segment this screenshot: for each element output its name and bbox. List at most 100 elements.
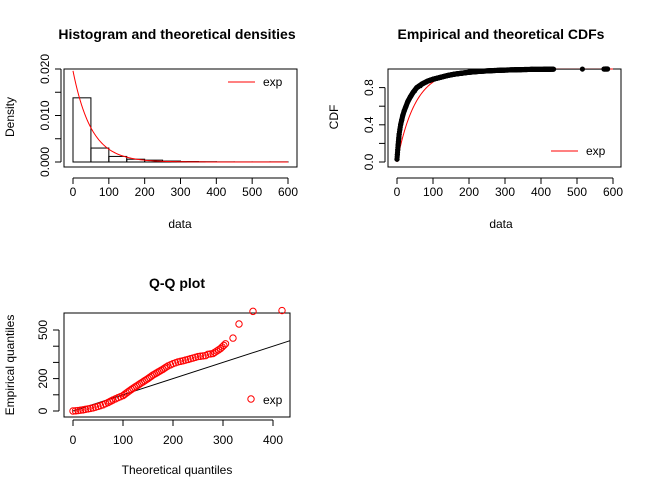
qq-point xyxy=(196,352,205,360)
x-tick-label: 500 xyxy=(242,185,262,199)
y-axis-label: CDF xyxy=(327,105,341,130)
y-tick-label: 0.8 xyxy=(362,79,376,96)
y-tick-label: 0 xyxy=(36,407,50,414)
qq-point xyxy=(76,406,85,414)
ecdf-point xyxy=(400,112,406,119)
legend-label: exp xyxy=(263,75,283,89)
qq-point xyxy=(278,306,286,315)
qq-point xyxy=(209,349,217,358)
ecdf-point xyxy=(410,89,416,95)
y-tick-label: 0.0 xyxy=(362,153,376,170)
ecdf-point xyxy=(444,72,450,79)
ecdf-point xyxy=(488,68,494,74)
ecdf-point xyxy=(452,71,458,77)
ecdf-point xyxy=(430,76,436,82)
ecdf-point xyxy=(520,66,526,73)
ecdf-point xyxy=(437,74,443,80)
x-tick-label: 300 xyxy=(170,185,190,199)
legend-label: exp xyxy=(263,393,283,407)
qq-point xyxy=(204,350,212,358)
histogram-bars xyxy=(72,97,289,163)
ecdf-point xyxy=(601,66,607,72)
x-axis-label: data xyxy=(168,217,192,231)
ecdf-point xyxy=(605,66,611,72)
y-axis: 0.0 0.4 0.8 xyxy=(362,79,386,170)
x-tick-label: 500 xyxy=(567,185,587,199)
qq-point xyxy=(206,350,215,358)
qq-point xyxy=(249,307,257,316)
ecdf-point xyxy=(394,156,400,162)
x-tick-label: 100 xyxy=(113,433,133,447)
ecdf-point xyxy=(401,108,407,114)
x-tick-label: 200 xyxy=(163,433,183,447)
y-tick-label: 200 xyxy=(36,368,50,388)
x-axis: 0 100 200 300 400 xyxy=(70,419,283,447)
ecdf-point xyxy=(395,147,401,153)
x-tick-label: 200 xyxy=(459,185,479,199)
plot-frame xyxy=(63,68,298,168)
legend-marker xyxy=(247,395,255,403)
x-tick-label: 600 xyxy=(603,185,623,199)
qq-points xyxy=(69,306,286,415)
y-axis-label: Density xyxy=(3,97,17,137)
x-tick-label: 400 xyxy=(531,185,551,199)
ecdf-point xyxy=(509,67,515,73)
ecdf-point xyxy=(477,68,483,74)
x-tick-label: 600 xyxy=(278,185,298,199)
legend: exp xyxy=(551,144,606,158)
x-axis: 0 100 200 300 400 500 600 xyxy=(70,177,298,199)
x-tick-label: 0 xyxy=(70,433,77,447)
ecdf-point xyxy=(396,131,402,137)
legend: exp xyxy=(228,75,283,89)
x-axis-label: data xyxy=(489,217,513,231)
y-axis-label: Empirical quantiles xyxy=(3,315,17,416)
ecdf-point xyxy=(498,67,504,73)
qq-point xyxy=(221,340,230,348)
ecdf-point xyxy=(394,151,400,158)
qq-point xyxy=(220,341,228,350)
ecdf-point xyxy=(414,85,420,91)
y-axis: 0 200 500 xyxy=(36,320,60,414)
ecdf-point xyxy=(399,117,405,123)
qq-point xyxy=(213,347,221,355)
ecdf-point xyxy=(425,78,431,84)
y-tick-label: 0.020 xyxy=(38,54,52,84)
qq-point xyxy=(74,406,82,415)
chart-title: Q-Q plot xyxy=(149,275,205,291)
ecdf-point xyxy=(419,81,425,87)
qq-point xyxy=(235,320,243,328)
legend: exp xyxy=(247,393,283,407)
chart-title: Histogram and theoretical densities xyxy=(58,26,295,42)
y-tick-label: 500 xyxy=(36,320,50,340)
ecdf-point xyxy=(466,69,472,75)
ecdf-point xyxy=(398,122,404,128)
y-tick-label: 0.010 xyxy=(38,100,52,130)
ecdf-point xyxy=(551,66,557,72)
ecdf-point xyxy=(529,66,535,72)
plot-frame xyxy=(63,312,291,418)
x-axis-label: Theoretical quantiles xyxy=(122,463,233,477)
x-tick-label: 0 xyxy=(394,185,401,199)
qq-point xyxy=(71,407,80,415)
qq-point xyxy=(229,334,237,342)
x-tick-label: 200 xyxy=(135,185,155,199)
histogram-bar xyxy=(90,147,110,163)
density-curve xyxy=(72,70,288,163)
y-axis: 0.000 0.010 0.020 xyxy=(38,54,62,177)
qq-point xyxy=(194,352,202,361)
x-tick-label: 300 xyxy=(213,433,233,447)
x-tick-label: 300 xyxy=(495,185,515,199)
x-axis: 0 100 200 300 400 500 600 xyxy=(394,177,623,199)
ecdf-point xyxy=(459,70,465,76)
exp-density-line xyxy=(72,70,288,163)
panel-cdf: Empirical and theoretical CDFs 0 100 200 30… xyxy=(327,26,623,231)
qq-point xyxy=(69,407,77,415)
ecdf-point xyxy=(579,66,586,72)
ecdf-point xyxy=(403,103,409,109)
qq-point xyxy=(199,352,207,360)
histogram-bar xyxy=(108,155,128,163)
legend-label: exp xyxy=(586,144,606,158)
x-tick-label: 100 xyxy=(99,185,119,199)
y-tick-label: 0.000 xyxy=(38,147,52,177)
ecdf-point xyxy=(542,66,548,72)
